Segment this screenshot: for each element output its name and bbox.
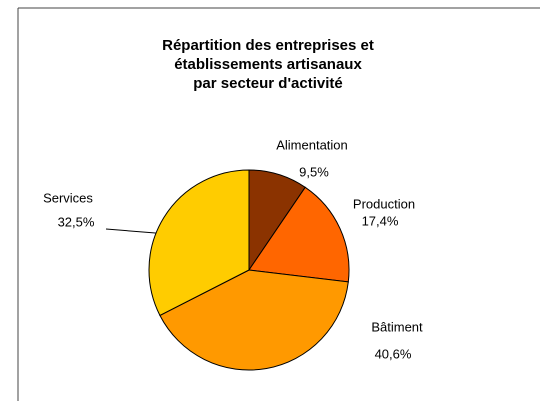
category-label: Bâtiment <box>371 319 423 334</box>
category-label: Services <box>43 190 93 205</box>
chart-title: établissements artisanaux <box>174 56 362 73</box>
chart-title: Répartition des entreprises et <box>162 37 374 54</box>
value-label: 32,5% <box>58 214 95 229</box>
category-label: Production <box>353 196 415 211</box>
pie-slice <box>248 186 350 283</box>
value-label: 40,6% <box>375 346 412 361</box>
chart-title: par secteur d'activité <box>193 75 342 92</box>
value-label: 9,5% <box>299 164 329 179</box>
pie-slice <box>148 169 250 317</box>
value-label: 17,4% <box>362 213 399 228</box>
pie-slice <box>159 269 349 371</box>
category-label: Alimentation <box>276 137 348 152</box>
